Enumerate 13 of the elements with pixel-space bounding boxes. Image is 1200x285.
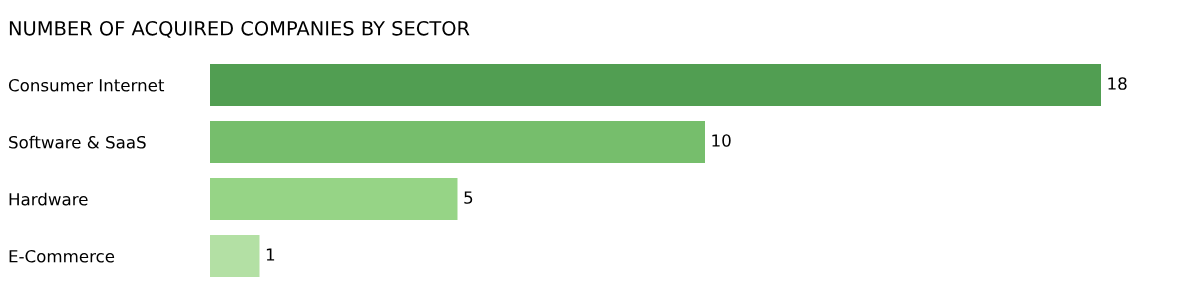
y-tick-label: E-Commerce — [9, 249, 115, 263]
data-label: 18 — [1108, 77, 1127, 90]
y-tick-label: Software & SaaS — [9, 135, 146, 149]
bar — [210, 120, 705, 164]
y-tick-label: Hardware — [9, 192, 88, 206]
data-label: 1 — [266, 248, 275, 261]
y-tick-label: Consumer Internet — [8, 78, 165, 92]
data-label: 10 — [712, 134, 731, 147]
bar — [210, 234, 260, 278]
chart-title: NUMBER OF ACQUIRED COMPANIES BY SECTOR — [9, 20, 470, 38]
data-label: 5 — [464, 191, 473, 204]
bar — [210, 177, 458, 221]
bar — [210, 63, 1101, 107]
